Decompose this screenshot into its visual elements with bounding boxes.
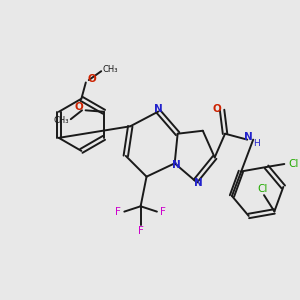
Text: F: F <box>160 207 166 217</box>
Text: O: O <box>212 103 221 113</box>
Text: N: N <box>172 160 181 170</box>
Text: H: H <box>253 139 260 148</box>
Text: O: O <box>88 74 97 84</box>
Text: F: F <box>138 226 144 236</box>
Text: Cl: Cl <box>257 184 268 194</box>
Text: N: N <box>244 132 253 142</box>
Text: CH₃: CH₃ <box>102 65 118 74</box>
Text: CH₃: CH₃ <box>53 116 69 125</box>
Text: F: F <box>116 207 121 217</box>
Text: Cl: Cl <box>288 159 298 169</box>
Text: O: O <box>75 102 83 112</box>
Text: N: N <box>194 178 203 188</box>
Text: N: N <box>154 104 163 114</box>
